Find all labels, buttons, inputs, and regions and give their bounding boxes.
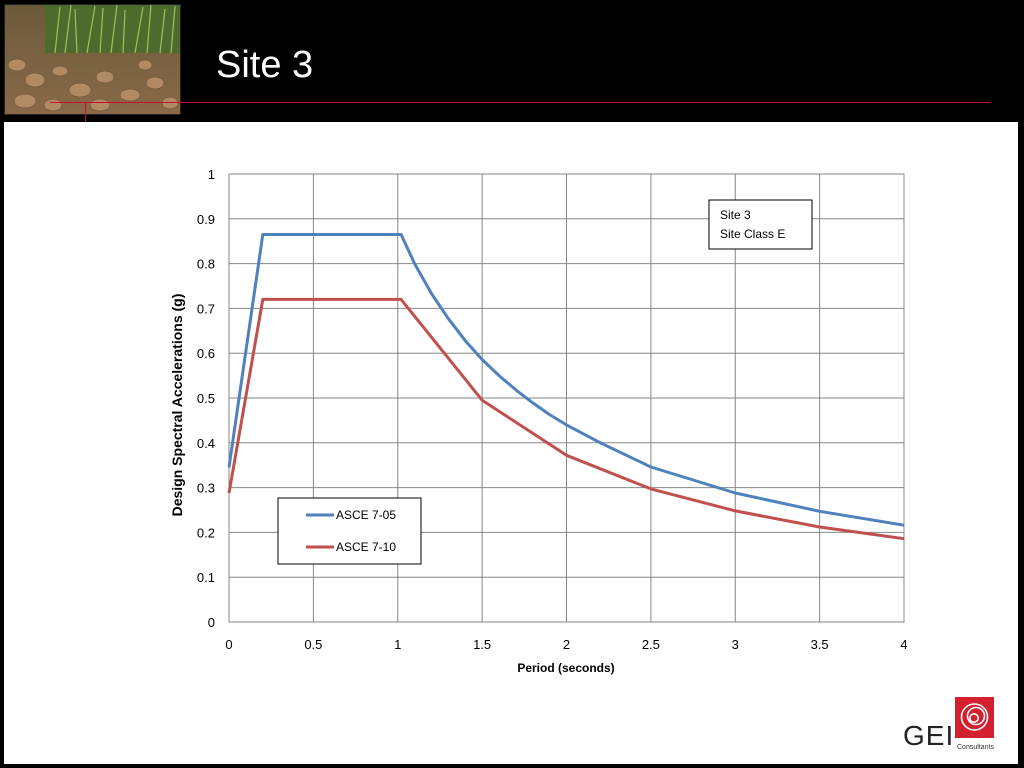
x-tick-label: 0.5 (304, 637, 322, 652)
legend-label-asce-7-10: ASCE 7-10 (336, 540, 396, 554)
annotation-box: Site 3 Site Class E (708, 199, 813, 250)
y-tick-label: 0.3 (197, 481, 215, 496)
header-photo (4, 4, 181, 115)
annotation-line-1: Site 3 (720, 208, 751, 222)
legend-label-asce-7-05: ASCE 7-05 (336, 508, 396, 522)
y-tick-labels: 0 0.1 0.2 0.3 0.4 0.5 0.6 0.7 0.8 0.9 1 (197, 167, 215, 630)
series-lines (227, 233, 905, 541)
x-tick-label: 0 (225, 637, 232, 652)
series-line-asce-7-10 (227, 297, 905, 541)
header-divider (50, 102, 991, 103)
gei-logo-text: GEI (903, 720, 955, 751)
y-tick-label: 0.2 (197, 525, 215, 540)
x-tick-label: 4 (900, 637, 907, 652)
chart-legend: ASCE 7-05 ASCE 7-10 (277, 497, 422, 565)
y-tick-label: 0.1 (197, 570, 215, 585)
slide-content: 0 0.1 0.2 0.3 0.4 0.5 0.6 0.7 0.8 0.9 1 0 0.5 1 1.5 2 2… (4, 122, 1018, 764)
x-tick-label: 2.5 (642, 637, 660, 652)
y-axis-label: Design Spectral Accelerations (g) (169, 294, 185, 517)
y-tick-label: 0.9 (197, 212, 215, 227)
annotation-line-2: Site Class E (720, 227, 785, 241)
y-tick-label: 0.7 (197, 301, 215, 316)
y-tick-label: 0 (208, 615, 215, 630)
gei-logo-mark (955, 697, 994, 738)
gei-logo-subtitle: Consultants (957, 744, 994, 751)
y-tick-label: 1 (208, 167, 215, 182)
slide-header: Site 3 (0, 0, 1024, 160)
y-tick-label: 0.8 (197, 257, 215, 272)
y-tick-label: 0.4 (197, 436, 215, 451)
x-axis-label: Period (seconds) (517, 661, 614, 675)
y-tick-label: 0.5 (197, 391, 215, 406)
x-tick-label: 2 (563, 637, 570, 652)
x-tick-label: 3.5 (811, 637, 829, 652)
spectral-chart: 0 0.1 0.2 0.3 0.4 0.5 0.6 0.7 0.8 0.9 1 0 0.5 1 1.5 2 2… (169, 167, 908, 675)
x-tick-label: 1.5 (473, 637, 491, 652)
x-tick-labels: 0 0.5 1 1.5 2 2.5 3 3.5 4 (225, 637, 907, 652)
x-tick-label: 3 (732, 637, 739, 652)
x-tick-label: 1 (394, 637, 401, 652)
slide-title: Site 3 (216, 44, 314, 86)
y-tick-label: 0.6 (197, 346, 215, 361)
series-line-asce-7-05 (227, 233, 905, 527)
